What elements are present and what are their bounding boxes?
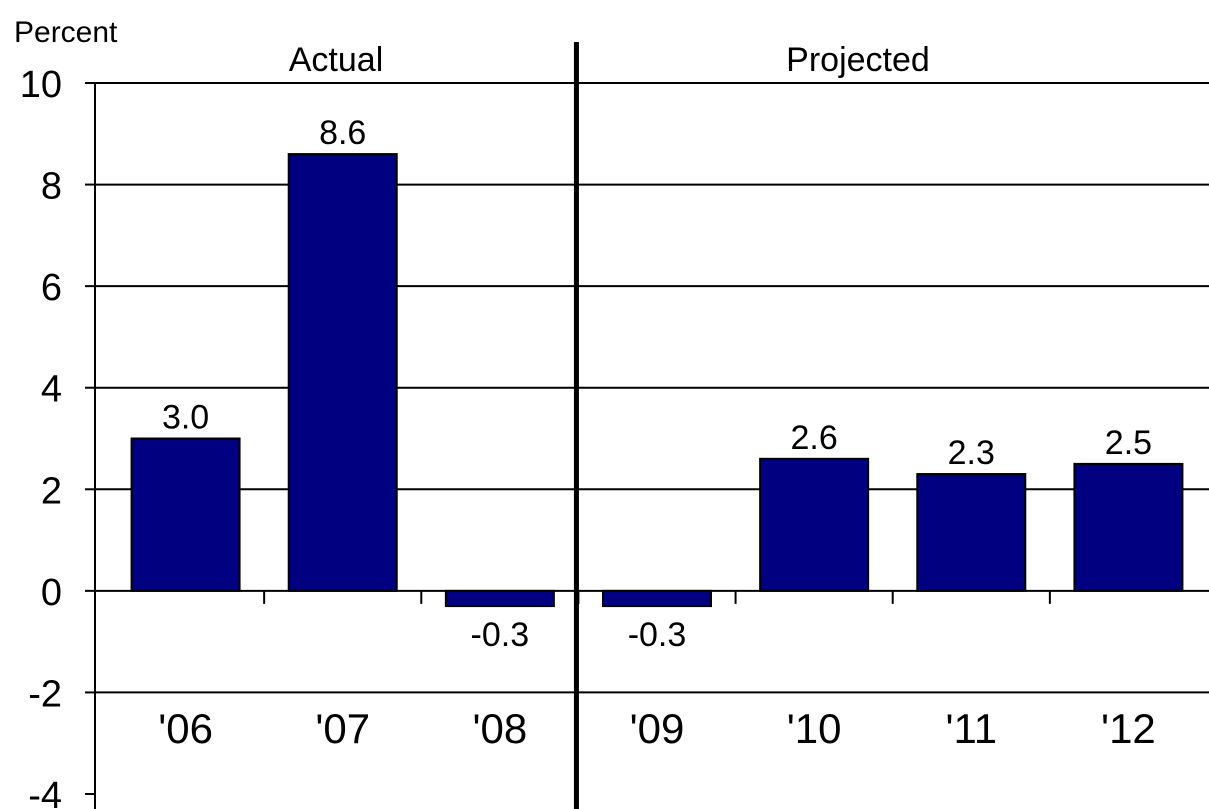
bar bbox=[444, 589, 555, 608]
category-label: '06 bbox=[158, 705, 213, 752]
data-label: -0.3 bbox=[471, 616, 530, 654]
data-label: 2.5 bbox=[1105, 424, 1152, 462]
y-tick-label: 0 bbox=[41, 572, 62, 614]
category-label: '07 bbox=[315, 705, 370, 752]
gridlines bbox=[95, 82, 1209, 694]
y-tick-label: 6 bbox=[41, 267, 62, 309]
data-label: 2.6 bbox=[791, 419, 838, 457]
data-label: 2.3 bbox=[948, 434, 995, 472]
y-axis-title: Percent bbox=[14, 16, 118, 49]
category-label: '09 bbox=[630, 705, 685, 752]
y-tick-label: -4 bbox=[28, 775, 62, 809]
bar bbox=[759, 457, 870, 592]
y-tick-label: 8 bbox=[41, 166, 62, 208]
data-label: 3.0 bbox=[162, 399, 209, 437]
bars bbox=[130, 153, 1184, 608]
category-label: '11 bbox=[945, 705, 997, 752]
bar bbox=[1073, 462, 1184, 592]
bar bbox=[287, 153, 398, 592]
y-tick-label: 4 bbox=[41, 369, 62, 411]
labels: Percent Actual Projected -4 -2 0 2 4 6 8 10 3.0 '… bbox=[14, 16, 1156, 809]
category-label: '12 bbox=[1101, 705, 1156, 752]
bar bbox=[602, 589, 712, 608]
section-label-projected: Projected bbox=[786, 41, 930, 79]
category-label: '08 bbox=[472, 705, 527, 752]
category-label: '10 bbox=[787, 705, 842, 752]
data-label: 8.6 bbox=[319, 114, 366, 152]
bar bbox=[916, 473, 1027, 592]
y-tick-label: 2 bbox=[41, 470, 62, 512]
data-label: -0.3 bbox=[628, 616, 687, 654]
y-tick-label: -2 bbox=[28, 673, 62, 715]
bar bbox=[130, 437, 241, 592]
axes bbox=[85, 42, 1209, 809]
section-label-actual: Actual bbox=[289, 41, 384, 79]
y-tick-label: 10 bbox=[20, 64, 62, 106]
